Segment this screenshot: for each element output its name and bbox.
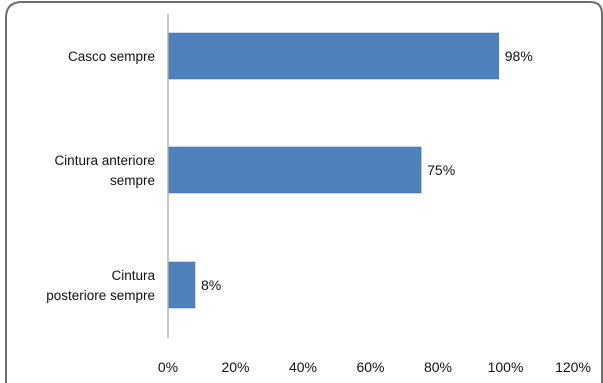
x-tick-label-0: 0%: [158, 359, 178, 375]
category-label-1: Cintura anteriore sempre: [54, 153, 155, 188]
labels-layer: 98% Casco sempre 75% Cintura anteriore sempr…: [46, 48, 533, 303]
category-label-1-line-1: sempre: [110, 173, 155, 188]
ticks-layer: 0% 20% 40% 60% 80% 100% 120%: [158, 359, 591, 375]
bar-1: [168, 146, 422, 194]
x-tick-label-3: 60%: [356, 359, 384, 375]
x-tick-label-4: 80%: [424, 359, 452, 375]
x-tick-label-5: 100%: [488, 359, 524, 375]
category-label-2-line-0: Cintura: [111, 268, 155, 283]
chart-border: [22, 1, 603, 383]
x-tick-label-2: 40%: [289, 359, 317, 375]
bars-layer: [168, 32, 499, 309]
bar-0: [168, 32, 499, 80]
chart-border-left: [5, 1, 23, 383]
x-tick-label-1: 20%: [221, 359, 249, 375]
x-tick-label-6: 120%: [555, 359, 591, 375]
data-label-1: 75%: [427, 162, 455, 178]
data-label-2: 8%: [201, 277, 221, 293]
data-label-0: 98%: [505, 48, 533, 64]
category-label-1-line-0: Cintura anteriore: [54, 153, 155, 168]
category-label-0: Casco sempre: [68, 49, 155, 64]
category-label-0-line-0: Casco sempre: [68, 49, 155, 64]
bar-2: [168, 261, 196, 309]
category-label-2-line-1: posteriore sempre: [46, 288, 155, 303]
category-label-2: Cintura posteriore sempre: [46, 268, 155, 303]
